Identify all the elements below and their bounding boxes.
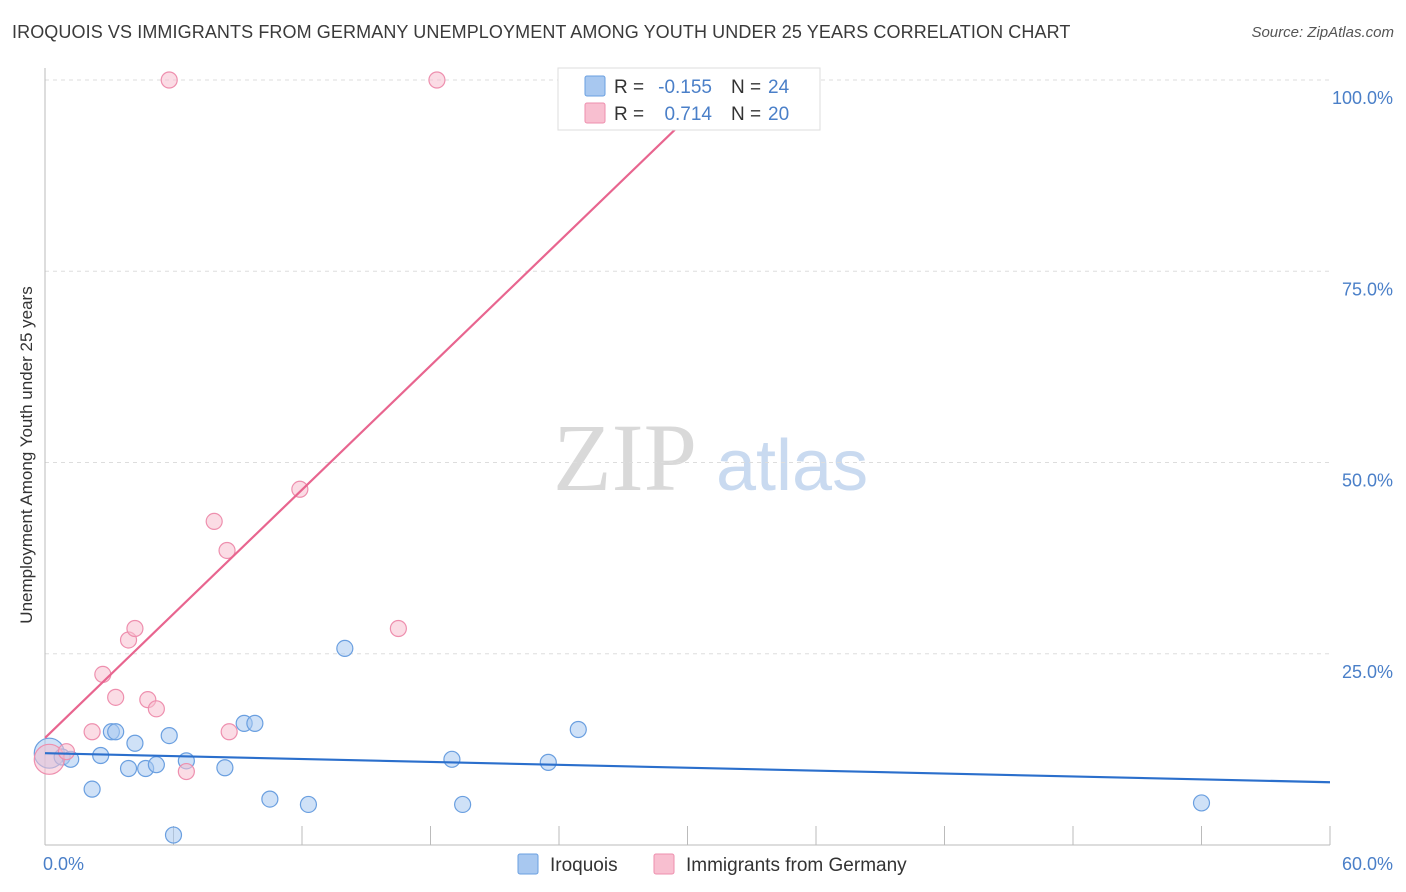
x-tick-label: 60.0% bbox=[1342, 854, 1393, 874]
germany-point[interactable] bbox=[107, 688, 125, 706]
legend-n-label: N = bbox=[731, 77, 761, 98]
iroquois-point[interactable] bbox=[261, 790, 279, 808]
legend-swatch-iroquois bbox=[584, 75, 606, 97]
iroquois-point[interactable] bbox=[164, 826, 183, 844]
iroquois-point[interactable] bbox=[107, 723, 125, 741]
iroquois-trend-line bbox=[44, 752, 1331, 784]
legend-n-value: 20 bbox=[768, 104, 789, 125]
iroquois-point[interactable] bbox=[126, 734, 144, 752]
watermark-atlas: atlas bbox=[716, 426, 868, 506]
bottom-legend-label-iroquois: Iroquois bbox=[550, 855, 618, 876]
y-tick-label: 25.0% bbox=[1342, 662, 1393, 682]
bottom-legend-swatch-germany bbox=[653, 853, 675, 875]
iroquois-point[interactable] bbox=[569, 720, 587, 739]
iroquois-point[interactable] bbox=[299, 795, 318, 814]
iroquois-point[interactable] bbox=[336, 639, 354, 657]
legend-n-value: 24 bbox=[768, 77, 790, 98]
y-tick-label: 50.0% bbox=[1342, 471, 1393, 491]
iroquois-point[interactable] bbox=[246, 714, 264, 732]
iroquois-point[interactable] bbox=[1192, 794, 1211, 812]
iroquois-point[interactable] bbox=[539, 753, 557, 771]
germany-point[interactable] bbox=[94, 665, 112, 684]
germany-point[interactable] bbox=[428, 71, 446, 89]
watermark-zip: ZIP bbox=[553, 404, 697, 511]
y-tick-label: 100.0% bbox=[1332, 88, 1393, 108]
germany-point[interactable] bbox=[160, 71, 178, 89]
legend-r-label: R = bbox=[614, 104, 644, 125]
iroquois-point[interactable] bbox=[443, 750, 461, 768]
source-credit: Source: ZipAtlas.com bbox=[1251, 24, 1394, 41]
bottom-legend-swatch-iroquois bbox=[517, 853, 539, 875]
iroquois-point[interactable] bbox=[454, 795, 472, 814]
germany-point[interactable] bbox=[205, 512, 223, 531]
chart-title: IROQUOIS VS IMMIGRANTS FROM GERMANY UNEM… bbox=[12, 22, 1071, 42]
iroquois-point[interactable] bbox=[83, 780, 101, 798]
iroquois-point[interactable] bbox=[119, 759, 138, 778]
legend-n-label: N = bbox=[731, 104, 761, 125]
germany-point[interactable] bbox=[291, 480, 309, 498]
germany-point[interactable] bbox=[218, 541, 236, 560]
iroquois-point[interactable] bbox=[147, 756, 165, 774]
legend-r-value: 0.714 bbox=[664, 104, 712, 125]
legend-swatch-germany bbox=[584, 102, 606, 124]
germany-point[interactable] bbox=[220, 723, 238, 741]
bottom-legend-label-germany: Immigrants from Germany bbox=[686, 855, 907, 876]
x-tick-label: 0.0% bbox=[43, 854, 84, 874]
germany-trend-line bbox=[44, 75, 732, 739]
germany-point[interactable] bbox=[389, 619, 407, 638]
germany-point[interactable] bbox=[57, 743, 76, 761]
legend-r-value: -0.155 bbox=[658, 77, 712, 98]
iroquois-point[interactable] bbox=[160, 727, 178, 745]
iroquois-point[interactable] bbox=[216, 759, 234, 777]
germany-point[interactable] bbox=[147, 700, 165, 718]
y-tick-label: 75.0% bbox=[1342, 279, 1393, 299]
legend-r-label: R = bbox=[614, 77, 644, 98]
germany-point[interactable] bbox=[177, 762, 195, 781]
germany-point[interactable] bbox=[83, 723, 101, 741]
germany-point[interactable] bbox=[126, 619, 144, 638]
